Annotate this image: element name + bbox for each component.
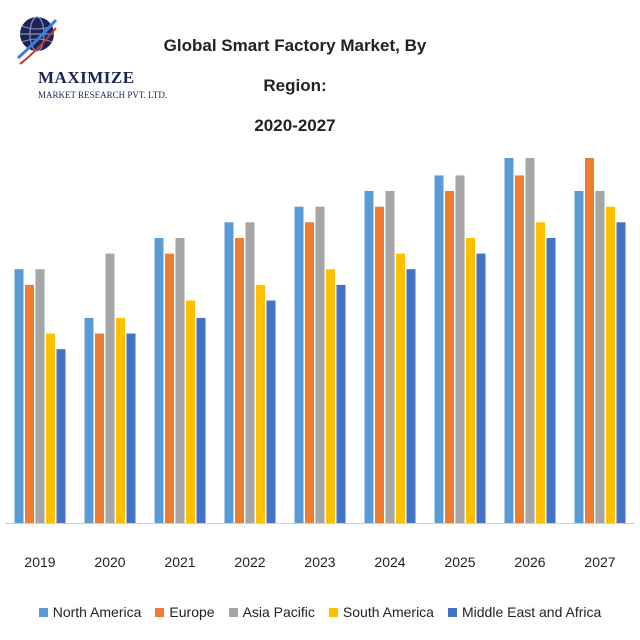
bar-north-america-2023 [294, 206, 304, 523]
bar-south-america-2024 [396, 253, 405, 523]
x-tick-label-2021: 2021 [164, 554, 195, 570]
bar-south-america-2022 [256, 284, 265, 523]
legend-item-middle-east-and-africa: Middle East and Africa [447, 604, 602, 620]
bar-europe-2024 [375, 206, 384, 523]
bar-south-america-2025 [466, 238, 475, 523]
bar-europe-2019 [25, 284, 34, 523]
bar-europe-2023 [305, 222, 314, 524]
bar-europe-2026 [515, 175, 524, 523]
bar-south-america-2027 [606, 206, 615, 523]
bar-middle-east-and-africa-2020 [126, 333, 136, 523]
bars-group [14, 158, 626, 524]
bar-asia-pacific-2019 [35, 269, 45, 523]
bar-asia-pacific-2026 [525, 158, 535, 523]
legend-label: Europe [169, 604, 215, 620]
bar-middle-east-and-africa-2026 [546, 238, 556, 523]
legend-item-europe: Europe [155, 604, 215, 620]
x-tick-label-2024: 2024 [374, 554, 405, 570]
bar-middle-east-and-africa-2022 [266, 300, 276, 523]
bar-middle-east-and-africa-2021 [196, 317, 206, 523]
logo-subtitle: MARKET RESEARCH PVT. LTD. [38, 90, 168, 100]
chart-title: Global Smart Factory Market, By Region: … [140, 26, 450, 146]
chart-title-line-1: Global Smart Factory Market, By Region: [163, 36, 427, 95]
bar-middle-east-and-africa-2027 [616, 222, 626, 524]
legend-label: South America [342, 604, 434, 620]
bar-south-america-2020 [116, 317, 125, 523]
legend-label: Asia Pacific [242, 604, 315, 620]
bar-asia-pacific-2021 [175, 238, 185, 523]
bar-north-america-2025 [434, 175, 444, 523]
bar-south-america-2019 [46, 333, 55, 523]
bar-north-america-2022 [224, 222, 234, 524]
legend-item-north-america: North America [38, 604, 142, 620]
bar-middle-east-and-africa-2019 [56, 349, 66, 523]
x-tick-label-2025: 2025 [444, 554, 475, 570]
bar-north-america-2020 [84, 317, 94, 523]
bar-north-america-2024 [364, 191, 374, 523]
globe-logo-icon [17, 16, 58, 65]
x-tick-label-2023: 2023 [304, 554, 335, 570]
bar-asia-pacific-2020 [105, 253, 115, 523]
chart-title-line-2: 2020-2027 [254, 116, 336, 135]
bar-north-america-2019 [14, 269, 24, 523]
bar-europe-2022 [235, 238, 244, 523]
bar-south-america-2026 [536, 222, 545, 524]
bar-south-america-2021 [186, 300, 195, 523]
bar-middle-east-and-africa-2024 [406, 269, 416, 523]
logo-name: MAXIMIZE [38, 68, 135, 87]
legend-label: North America [52, 604, 142, 620]
legend-swatch-icon [155, 607, 165, 617]
x-tick-label-2019: 2019 [24, 554, 55, 570]
legend-swatch-icon [38, 607, 48, 617]
bar-europe-2025 [445, 191, 454, 523]
bar-europe-2021 [165, 253, 174, 523]
bar-asia-pacific-2024 [385, 191, 395, 523]
bar-middle-east-and-africa-2025 [476, 253, 486, 523]
bar-north-america-2021 [154, 238, 164, 523]
bar-middle-east-and-africa-2023 [336, 284, 346, 523]
bar-europe-2020 [95, 333, 104, 523]
legend-swatch-icon [447, 607, 457, 617]
bar-asia-pacific-2022 [245, 222, 255, 524]
legend-swatch-icon [328, 607, 338, 617]
bar-north-america-2027 [574, 191, 584, 523]
bar-asia-pacific-2027 [595, 191, 605, 523]
x-tick-label-2027: 2027 [584, 554, 615, 570]
bar-asia-pacific-2023 [315, 206, 325, 523]
bar-europe-2027 [585, 158, 594, 523]
legend-item-asia-pacific: Asia Pacific [228, 604, 315, 620]
x-tick-label-2022: 2022 [234, 554, 265, 570]
legend-swatch-icon [228, 607, 238, 617]
x-tick-label-2020: 2020 [94, 554, 125, 570]
legend-item-south-america: South America [328, 604, 434, 620]
legend-label: Middle East and Africa [461, 604, 602, 620]
bar-asia-pacific-2025 [455, 175, 465, 523]
legend: North America Europe Asia Pacific South Ame… [0, 604, 640, 620]
bar-south-america-2023 [326, 269, 335, 523]
x-tick-label-2026: 2026 [514, 554, 545, 570]
x-tick-labels: 2019 2020 2021 2022 2023 2024 2025 2026 2027 [24, 554, 615, 570]
bar-north-america-2026 [504, 158, 514, 523]
company-logo: MAXIMIZE MARKET RESEARCH PVT. LTD. [6, 8, 167, 108]
